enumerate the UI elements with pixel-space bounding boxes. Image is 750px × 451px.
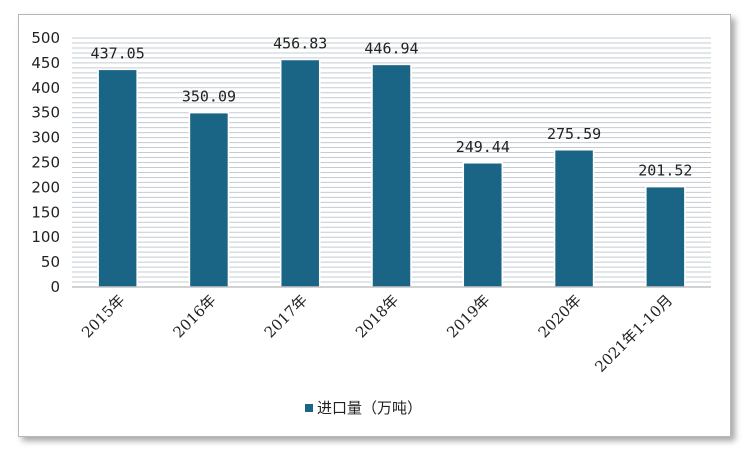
y-tick-label: 50 (41, 253, 60, 271)
y-tick-label: 250 (31, 154, 60, 172)
x-tick-label: 2021年1-10月 (591, 291, 676, 376)
data-label: 437.05 (91, 44, 145, 62)
legend-label: 进口量（万吨） (317, 399, 422, 417)
chart-frame: 0 50 100 150 200 250 300 350 400 450 500 437.05 350… (18, 14, 731, 437)
bars (97, 58, 686, 288)
y-tick-label: 100 (31, 228, 60, 246)
bar (371, 63, 412, 288)
y-tick-label: 150 (31, 203, 60, 221)
bar (462, 162, 504, 288)
legend: 进口量（万吨） (305, 399, 422, 417)
bar (188, 111, 230, 288)
x-tick-label: 2019年 (443, 291, 493, 341)
y-tick-label: 450 (31, 54, 60, 72)
bar (279, 58, 321, 288)
bar (645, 185, 686, 288)
x-tick-label: 2015年 (78, 291, 128, 341)
legend-swatch (305, 404, 313, 412)
data-label: 275.59 (547, 125, 601, 143)
y-tick-label: 0 (50, 278, 60, 296)
x-tick-label: 2020年 (535, 291, 585, 341)
data-label: 350.09 (182, 88, 236, 106)
y-axis-ticks: 0 50 100 150 200 250 300 350 400 450 500 (31, 29, 60, 296)
data-label: 456.83 (273, 34, 327, 52)
x-tick-label: 2018年 (352, 291, 402, 341)
x-tick-label: 2016年 (169, 291, 219, 341)
bar (553, 149, 595, 288)
x-axis-labels: 2015年 2016年 2017年 2018年 2019年 2020年 2021年1-10月 (78, 291, 676, 376)
bar-chart: 0 50 100 150 200 250 300 350 400 450 500 437.05 350… (31, 29, 711, 417)
y-tick-label: 500 (31, 29, 60, 47)
y-tick-label: 300 (31, 129, 60, 147)
data-label: 446.94 (364, 39, 418, 57)
x-tick-label: 2017年 (261, 291, 311, 341)
y-tick-label: 400 (31, 79, 60, 97)
data-label: 249.44 (456, 138, 510, 156)
data-labels: 437.05 350.09 456.83 446.94 249.44 275.59 201.… (91, 34, 693, 179)
y-tick-label: 200 (31, 178, 60, 196)
y-tick-label: 350 (31, 104, 60, 122)
bar (97, 68, 138, 288)
data-label: 201.52 (638, 162, 692, 180)
